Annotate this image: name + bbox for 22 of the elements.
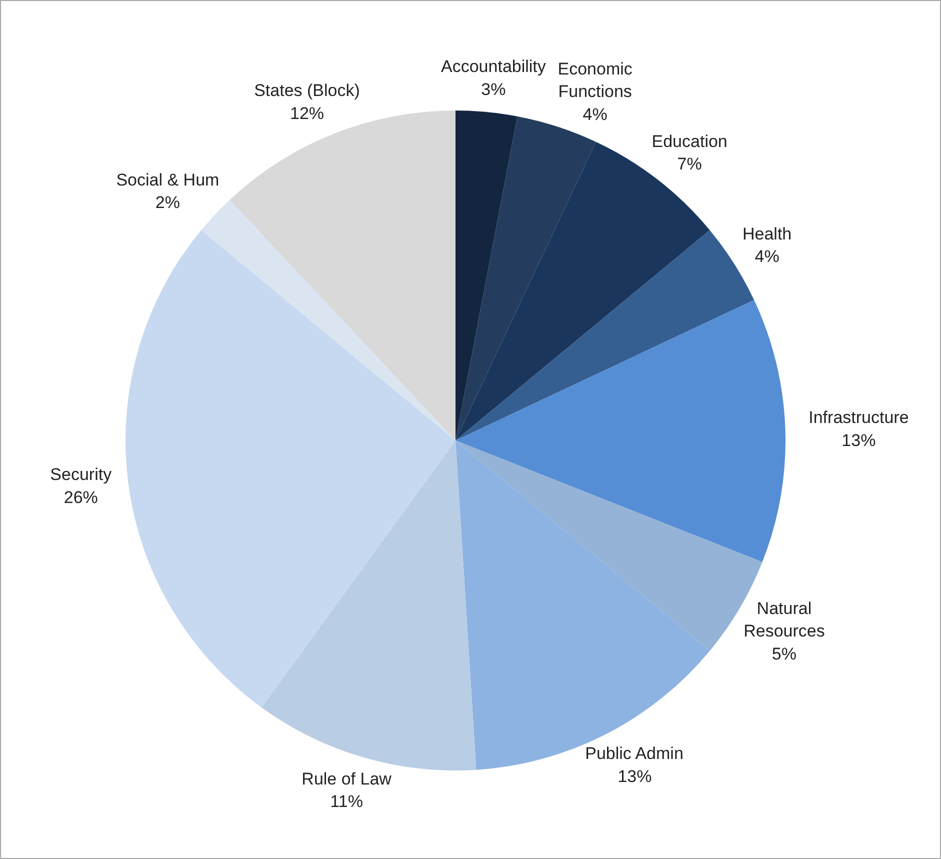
data-label: 2% xyxy=(155,193,180,212)
slice-label: Natural Resources xyxy=(744,598,825,641)
slice-label: Economic Functions xyxy=(558,59,633,102)
slice-label: States (Block) xyxy=(254,80,360,100)
slice-label: Public Admin xyxy=(585,744,684,764)
data-label: 5% xyxy=(772,644,797,664)
data-label: 3% xyxy=(481,80,506,99)
slice-label: Accountability xyxy=(441,57,546,76)
slice-label: Rule of Law xyxy=(302,769,392,788)
data-label: 13% xyxy=(618,766,652,786)
data-label: 26% xyxy=(64,488,98,508)
data-label: 4% xyxy=(754,247,780,266)
data-label: 11% xyxy=(330,792,363,812)
data-label: 12% xyxy=(290,104,324,123)
slice-label: Health xyxy=(742,224,792,244)
data-label: 4% xyxy=(582,105,608,124)
data-label: 13% xyxy=(842,430,876,450)
slice-label: Infrastructure xyxy=(808,408,909,428)
data-label: 7% xyxy=(677,154,702,174)
slice-label: Social & Hum xyxy=(116,170,220,190)
slice-label: Education xyxy=(652,132,728,151)
slice-label: Security xyxy=(50,465,112,484)
